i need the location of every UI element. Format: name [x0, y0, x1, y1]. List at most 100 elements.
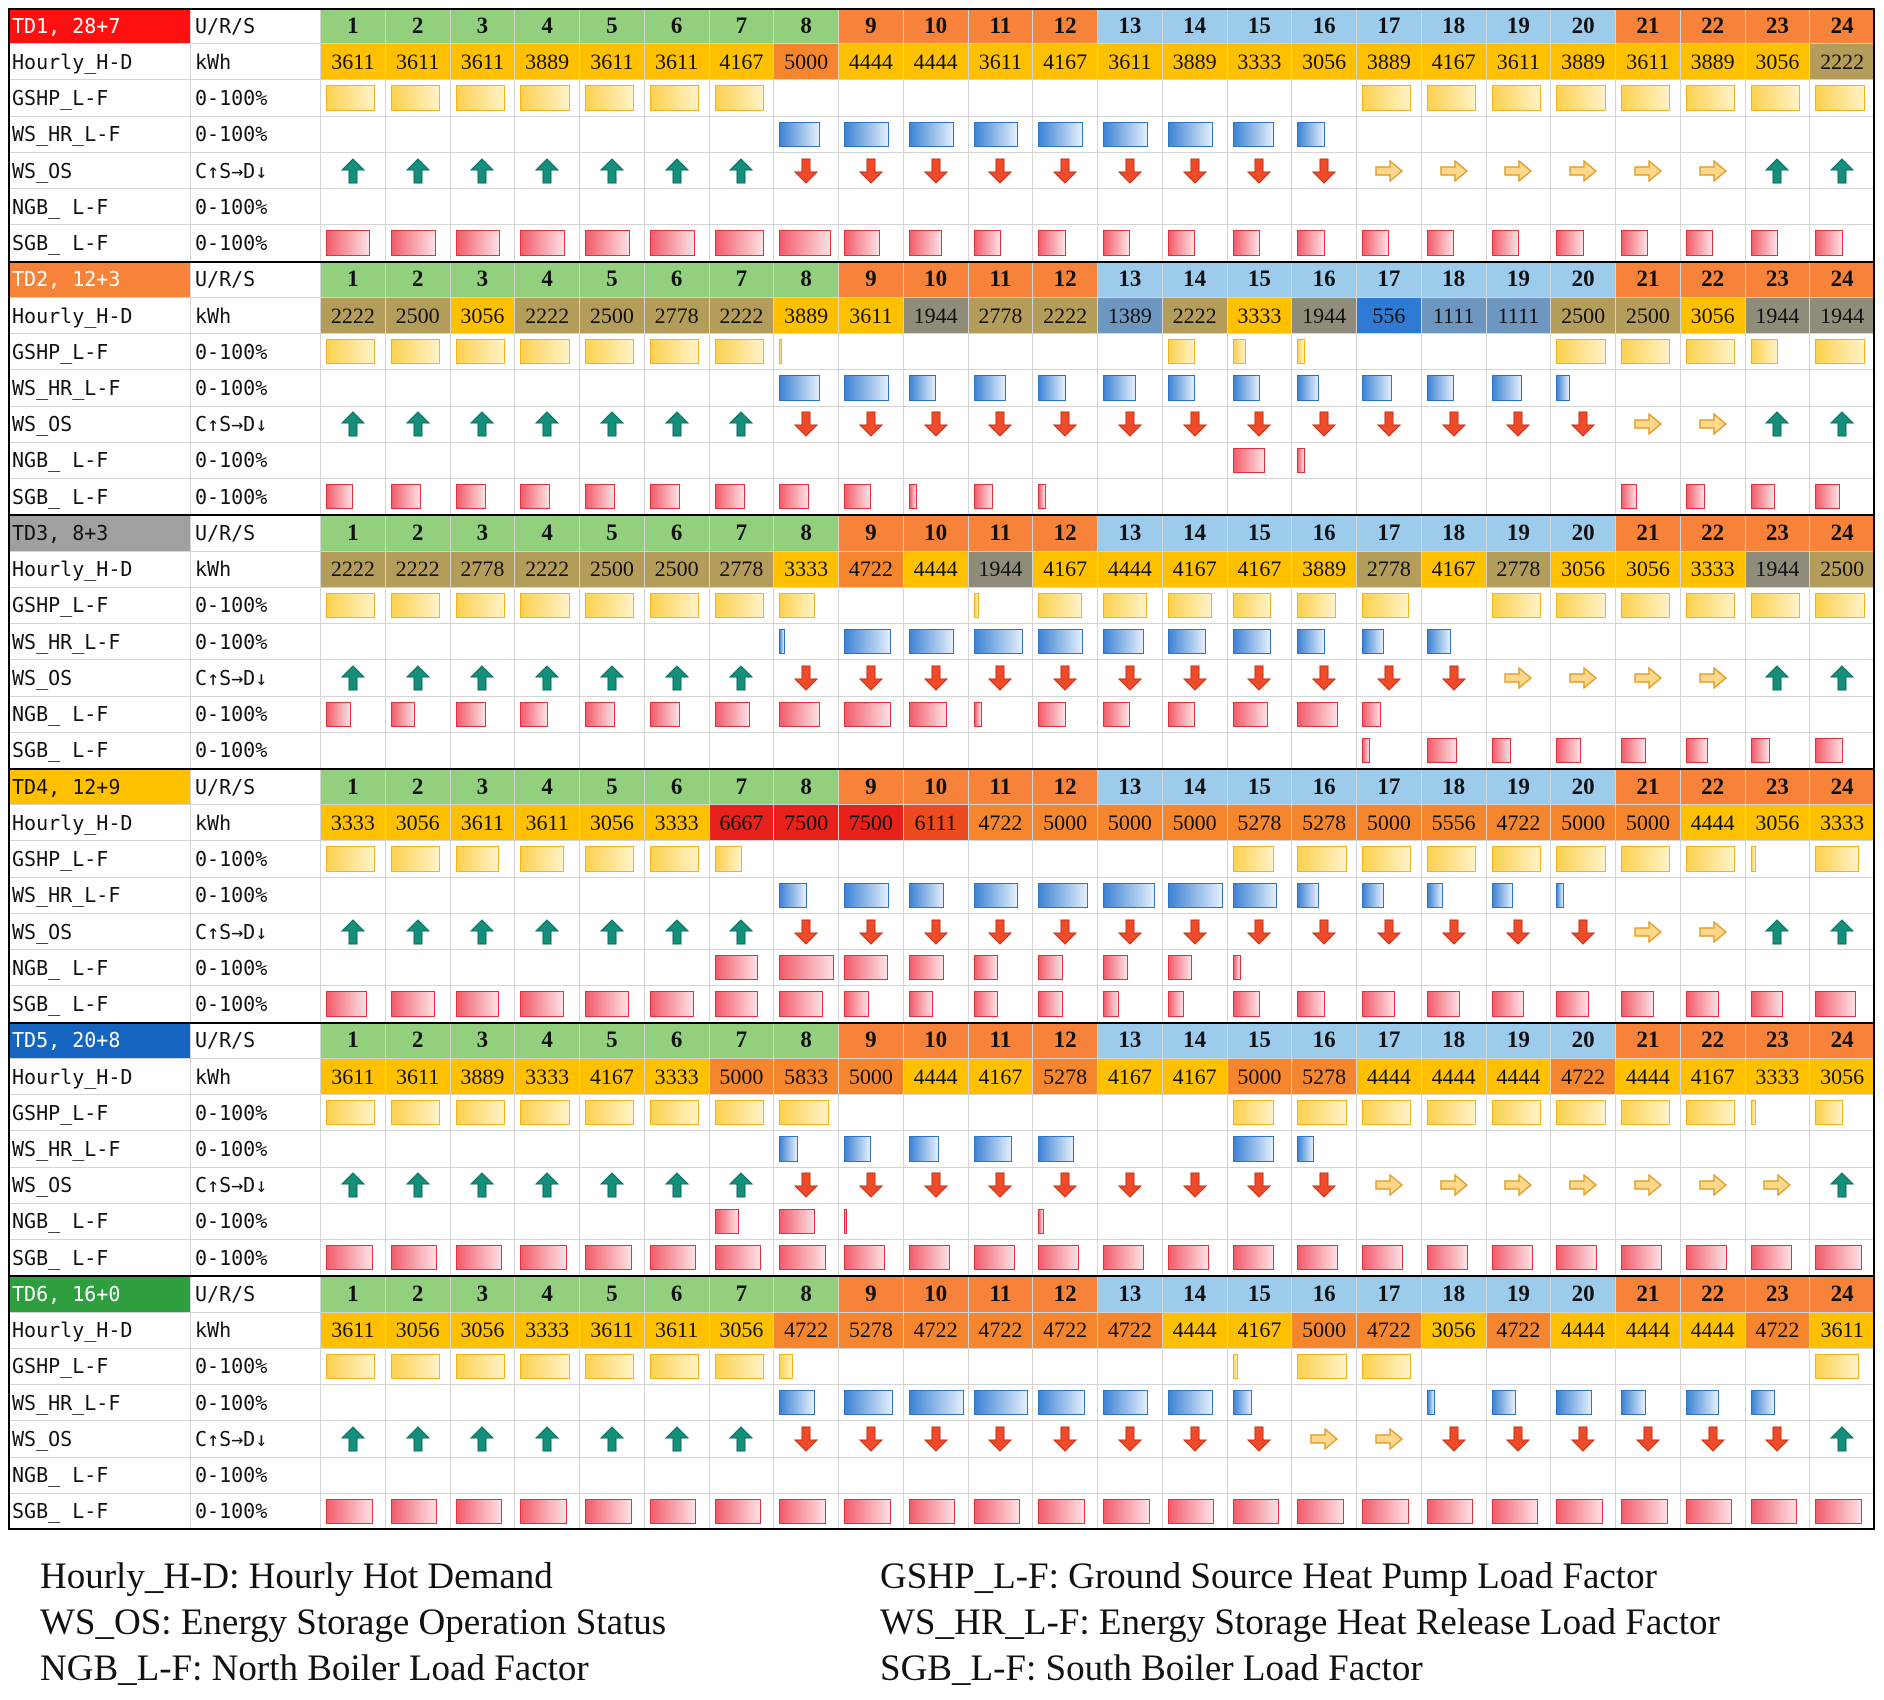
- td6-demand-value: 4444: [1680, 1312, 1746, 1349]
- td3-hour-17: 17: [1357, 515, 1422, 552]
- td1-gshp-cell: [321, 80, 386, 117]
- td1-hour-10: 10: [903, 8, 969, 45]
- td5-ws-os-cell: [321, 1167, 386, 1204]
- td4-ws-hr-cell: [1421, 877, 1487, 914]
- arrow-down-icon: [1117, 1426, 1142, 1452]
- td6-hour-9: 9: [839, 1276, 904, 1313]
- sgb-load-bar: [844, 1245, 886, 1271]
- ws-hr-load-bar: [779, 1390, 815, 1416]
- td5-hour-11: 11: [968, 1022, 1034, 1059]
- td2-hour-8: 8: [774, 261, 839, 298]
- td4-ws-hr-cell: [1810, 877, 1875, 914]
- ws-hr-load-bar: [779, 121, 821, 147]
- arrow-down-icon: [1312, 665, 1337, 691]
- td6-sgb-cell: [1680, 1493, 1746, 1531]
- td4-sgb-cell: [1162, 986, 1228, 1023]
- sgb-load-bar: [1232, 1498, 1280, 1525]
- arrow-down-icon: [1312, 1172, 1337, 1198]
- td4-ws-hr-cell: [580, 877, 645, 914]
- td2-sgb-cell: [1810, 479, 1875, 516]
- td6-gshp-cell: [1486, 1348, 1552, 1386]
- ngb-load-bar: [779, 1208, 815, 1235]
- ws-hr-load-bar: [1232, 121, 1274, 147]
- gshp-load-bar: [1297, 1353, 1347, 1380]
- td6-hour-15: 15: [1227, 1276, 1293, 1313]
- td6-gshp-cell: [450, 1348, 516, 1386]
- td1-demand-value: 5000: [774, 44, 839, 81]
- arrow-down-icon: [794, 1426, 819, 1452]
- td2-sgb-cell: [1162, 479, 1228, 516]
- td5-sgb-cell: [450, 1240, 516, 1277]
- td3-sgb-cell: [515, 732, 580, 769]
- arrow-up-icon: [599, 157, 624, 184]
- td2-ws-os-cell: [644, 406, 710, 443]
- sgb-load-bar: [520, 991, 565, 1017]
- td4-ws-os-cell: [968, 913, 1034, 951]
- td3-ws-hr-cell: [1162, 624, 1228, 661]
- td1-demand-value: 4167: [709, 44, 775, 81]
- td3-unit-ws-hr: 0-100%: [191, 624, 321, 661]
- td2-gshp-cell: [1551, 334, 1616, 371]
- td5-ws-os-cell: [385, 1167, 451, 1204]
- td4-gshp-cell: [385, 841, 451, 878]
- td1-ngb-cell: [1357, 189, 1422, 226]
- td5-sgb-cell: [1680, 1240, 1746, 1277]
- arrow-right-icon: [1375, 1427, 1403, 1450]
- ngb-load-bar: [1232, 701, 1269, 727]
- td2-hour-2: 2: [385, 261, 451, 298]
- sgb-load-bar: [1426, 1498, 1474, 1525]
- td5-hour-18: 18: [1421, 1022, 1487, 1059]
- td1-gshp-cell: [1810, 80, 1875, 117]
- td2-ws-os-cell: [1162, 406, 1228, 443]
- td2-ngb-cell: [1421, 442, 1487, 480]
- td3-ws-hr-cell: [1616, 624, 1681, 661]
- sgb-load-bar: [1815, 230, 1843, 256]
- td2-ws-hr-cell: [903, 370, 969, 407]
- td3-sgb-cell: [1486, 732, 1552, 769]
- td1-demand-value: 3611: [450, 44, 516, 81]
- td6-hour-5: 5: [580, 1276, 645, 1313]
- td3-demand-value: 1944: [968, 551, 1034, 588]
- td1-gshp-cell: [1162, 80, 1228, 117]
- td3-sgb-cell: [839, 732, 904, 769]
- td2-ws-hr-cell: [1033, 370, 1098, 407]
- td5-ngb-cell: [709, 1203, 775, 1241]
- td2-demand-value: 1111: [1486, 297, 1552, 335]
- td3-sgb-cell: [1033, 732, 1098, 769]
- section-separator: [8, 1021, 1875, 1024]
- ws-hr-load-bar: [1297, 375, 1320, 401]
- arrow-down-icon: [1506, 411, 1531, 437]
- td6-sgb-cell: [1810, 1493, 1875, 1531]
- td1-demand-value: 3333: [1227, 44, 1293, 81]
- sgb-load-bar: [585, 1245, 632, 1271]
- td3-sgb-cell: [321, 732, 386, 769]
- ngb-load-bar: [908, 955, 945, 981]
- gshp-load-bar: [455, 846, 500, 872]
- td1-demand-value: 3889: [515, 44, 580, 81]
- td1-ngb-cell: [1098, 189, 1163, 226]
- td1-sgb-cell: [1162, 225, 1228, 262]
- td6-ws-os-cell: [1033, 1421, 1098, 1458]
- sgb-load-bar: [1491, 230, 1519, 256]
- td5-ws-os-cell: [1162, 1167, 1228, 1204]
- td3-hour-14: 14: [1162, 515, 1228, 552]
- td1-ngb-cell: [903, 189, 969, 226]
- sgb-load-bar: [1750, 1245, 1792, 1271]
- ws-hr-load-bar: [779, 1136, 799, 1162]
- gshp-load-bar: [1491, 1100, 1541, 1126]
- arrow-up-icon: [599, 1426, 624, 1452]
- td6-ngb-cell: [1357, 1457, 1422, 1494]
- td3-demand-value: 4444: [1098, 551, 1163, 588]
- arrow-up-icon: [470, 1426, 495, 1452]
- arrow-down-icon: [858, 411, 883, 437]
- td2-demand-value: 1389: [1098, 297, 1163, 335]
- td4-ws-os-cell: [1162, 913, 1228, 951]
- td4-unit-sgb: 0-100%: [191, 986, 321, 1023]
- sgb-load-bar: [649, 1498, 697, 1525]
- td6-demand-value: 4722: [903, 1312, 969, 1349]
- td5-sgb-cell: [1810, 1240, 1875, 1277]
- gshp-load-bar: [455, 1100, 505, 1126]
- td4-sgb-cell: [839, 986, 904, 1023]
- arrow-down-icon: [1182, 665, 1207, 691]
- td5-sgb-cell: [321, 1240, 386, 1277]
